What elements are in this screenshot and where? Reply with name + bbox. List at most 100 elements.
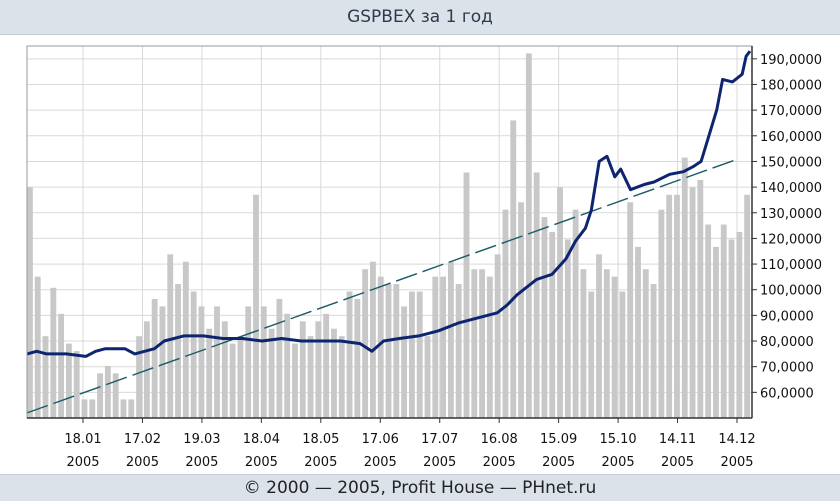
x-tick-label-date: 17.02 xyxy=(124,432,161,447)
volume-bar xyxy=(401,306,408,418)
volume-bar xyxy=(198,306,205,418)
volume-bar xyxy=(299,321,306,418)
volume-bar xyxy=(81,399,88,418)
volume-bar xyxy=(728,239,735,418)
volume-bar xyxy=(580,269,587,418)
volume-bar xyxy=(34,276,41,418)
volume-bar xyxy=(525,53,532,418)
chart-title: GSPBEX за 1 год xyxy=(0,0,840,35)
x-tick-label-date: 14.11 xyxy=(659,432,696,447)
volume-bar xyxy=(97,373,104,418)
volume-bar xyxy=(73,351,80,418)
volume-bar xyxy=(549,232,556,418)
volume-bar xyxy=(175,284,181,418)
x-tick-label-date: 17.07 xyxy=(421,432,458,447)
volume-bar xyxy=(377,276,384,418)
x-tick-label-date: 18.04 xyxy=(243,432,280,447)
volume-bar xyxy=(229,343,236,418)
volume-bar xyxy=(596,254,602,418)
y-tick-label: 70,0000 xyxy=(760,361,814,376)
volume-bar xyxy=(159,306,166,418)
volume-bar xyxy=(681,157,688,418)
volume-bar xyxy=(276,298,283,418)
volume-bar xyxy=(611,276,618,418)
x-tick-label-year: 2005 xyxy=(661,455,694,470)
volume-bar xyxy=(479,269,485,418)
volume-bar xyxy=(260,306,267,418)
x-tick-label-year: 2005 xyxy=(602,455,635,470)
volume-bar xyxy=(494,254,501,418)
volume-bar xyxy=(518,202,524,418)
y-tick-label: 150,0000 xyxy=(760,155,822,170)
volume-bar xyxy=(713,246,719,418)
volume-bar xyxy=(136,336,142,418)
volume-bar xyxy=(331,328,337,418)
volume-bar xyxy=(221,321,228,418)
volume-bar xyxy=(635,246,641,418)
x-axis-tick-labels: 18.01 2005 17.02 2005 19.03 2005 18.04 2005 18.0… xyxy=(64,418,756,470)
volume-bar xyxy=(463,172,470,418)
volume-bar xyxy=(736,232,743,418)
x-tick-label-year: 2005 xyxy=(245,455,278,470)
volume-bar xyxy=(564,239,571,418)
volume-bar xyxy=(307,336,314,418)
price-series-line xyxy=(26,50,752,358)
volume-bar xyxy=(697,179,704,418)
x-tick-label-year: 2005 xyxy=(542,455,575,470)
volume-bar xyxy=(284,313,291,418)
y-tick-label: 100,0000 xyxy=(760,284,822,299)
volume-bar xyxy=(502,209,509,418)
volume-bar xyxy=(190,291,197,418)
volume-bar xyxy=(58,313,65,418)
x-tick-label-date: 18.01 xyxy=(64,432,101,447)
volume-bar xyxy=(424,336,431,418)
y-axis-tick-labels: 60,0000 70,0000 80,0000 90,0000 100,0000 110,… xyxy=(752,53,822,401)
x-tick-label-date: 18.05 xyxy=(302,432,339,447)
volume-bar xyxy=(408,291,415,418)
volume-bar xyxy=(245,306,252,418)
x-tick-label-year: 2005 xyxy=(483,455,516,470)
volume-bar xyxy=(486,276,493,418)
volume-bar xyxy=(658,209,665,418)
volume-bar xyxy=(603,269,610,418)
y-tick-label: 140,0000 xyxy=(760,181,822,196)
volume-bar xyxy=(385,284,392,418)
x-tick-label-date: 19.03 xyxy=(183,432,220,447)
chart: 60,0000 70,0000 80,0000 90,0000 100,0000 110,… xyxy=(26,45,822,470)
volume-bar xyxy=(268,328,275,418)
x-tick-label-date: 14.12 xyxy=(718,432,755,447)
x-tick-label-year: 2005 xyxy=(720,455,753,470)
volume-bar xyxy=(89,399,96,418)
y-tick-label: 110,0000 xyxy=(760,258,822,273)
x-tick-label-year: 2005 xyxy=(423,455,456,470)
volume-bar xyxy=(588,291,595,418)
volume-bar xyxy=(642,269,649,418)
y-tick-label: 80,0000 xyxy=(760,335,814,350)
trend-line-group xyxy=(26,158,739,414)
volume-bar xyxy=(65,343,72,418)
x-tick-label-year: 2005 xyxy=(185,455,218,470)
volume-bar xyxy=(393,284,400,418)
y-tick-label: 170,0000 xyxy=(760,104,822,119)
x-tick-label-year: 2005 xyxy=(126,455,159,470)
x-tick-label-year: 2005 xyxy=(364,455,397,470)
trend-line xyxy=(26,158,739,414)
volume-bar xyxy=(447,261,454,418)
volume-bar xyxy=(27,187,33,418)
x-tick-label-year: 2005 xyxy=(66,455,99,470)
volume-bar xyxy=(689,187,696,418)
volume-bar xyxy=(206,328,213,418)
volume-bar xyxy=(237,336,244,418)
volume-bar xyxy=(471,269,478,418)
volume-bar xyxy=(627,202,634,418)
volume-bar xyxy=(666,194,673,418)
volume-bar xyxy=(744,194,751,418)
volume-bar xyxy=(323,313,330,418)
x-tick-label-year: 2005 xyxy=(304,455,337,470)
y-tick-label: 120,0000 xyxy=(760,232,822,247)
volume-bar xyxy=(167,254,174,418)
volume-bar xyxy=(338,336,345,418)
x-tick-label-date: 15.09 xyxy=(540,432,577,447)
volume-bar xyxy=(253,194,259,418)
volume-bar xyxy=(182,261,189,418)
